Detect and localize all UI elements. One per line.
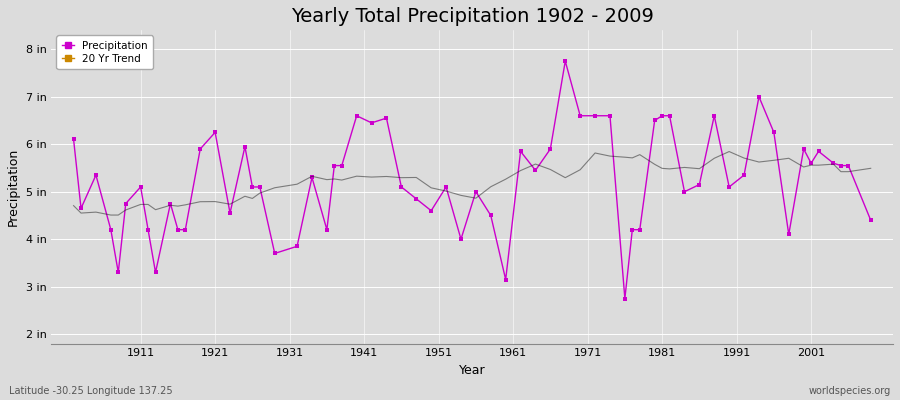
- X-axis label: Year: Year: [459, 364, 485, 377]
- Y-axis label: Precipitation: Precipitation: [7, 148, 20, 226]
- Title: Yearly Total Precipitation 1902 - 2009: Yearly Total Precipitation 1902 - 2009: [291, 7, 653, 26]
- Text: Latitude -30.25 Longitude 137.25: Latitude -30.25 Longitude 137.25: [9, 386, 173, 396]
- Text: worldspecies.org: worldspecies.org: [809, 386, 891, 396]
- Legend: Precipitation, 20 Yr Trend: Precipitation, 20 Yr Trend: [57, 36, 153, 69]
